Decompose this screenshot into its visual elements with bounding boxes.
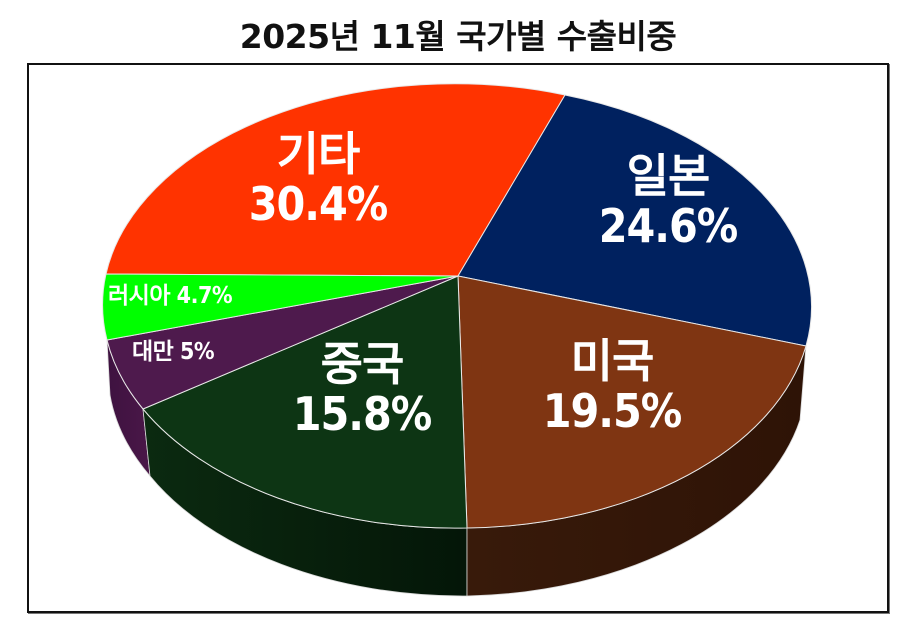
- pie-top-face: [102, 83, 813, 529]
- slice-china[interactable]: [142, 275, 468, 529]
- slice-usa[interactable]: [457, 275, 807, 529]
- label-china: 중국 15.8%: [272, 337, 452, 441]
- label-others-name: 기타: [276, 127, 361, 181]
- label-usa: 미국 19.5%: [522, 334, 702, 438]
- slice-others[interactable]: [105, 83, 566, 277]
- label-usa-value: 19.5%: [542, 383, 683, 438]
- slice-russia[interactable]: [102, 273, 459, 341]
- label-taiwan: 대만 5%: [132, 339, 215, 365]
- label-china-value: 15.8%: [292, 386, 433, 441]
- label-japan: 일본 24.6%: [578, 149, 758, 253]
- label-japan-name: 일본: [626, 149, 711, 203]
- label-others: 기타 30.4%: [228, 127, 408, 231]
- label-others-value: 30.4%: [248, 176, 389, 231]
- chart-title: 2025년 11월 국가별 수출비중: [239, 17, 677, 56]
- chart-frame: [27, 63, 889, 613]
- label-russia: 러시아 4.7%: [108, 283, 233, 309]
- slice-japan[interactable]: [457, 94, 813, 347]
- label-usa-name: 미국: [570, 334, 655, 388]
- label-japan-value: 24.6%: [598, 198, 739, 253]
- label-china-name: 중국: [320, 337, 405, 391]
